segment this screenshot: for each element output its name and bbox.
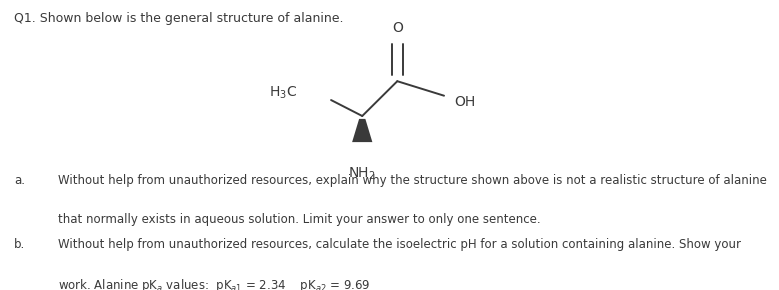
Text: NH$_2$: NH$_2$	[348, 165, 376, 182]
Text: that normally exists in aqueous solution. Limit your answer to only one sentence: that normally exists in aqueous solution…	[58, 213, 541, 226]
Text: work. Alanine pK$_a$ values:  pK$_{a1}$ = 2.34    pK$_{a2}$ = 9.69: work. Alanine pK$_a$ values: pK$_{a1}$ =…	[58, 277, 371, 290]
Text: Without help from unauthorized resources, calculate the isoelectric pH for a sol: Without help from unauthorized resources…	[58, 238, 742, 251]
Text: b.: b.	[14, 238, 25, 251]
Text: a.: a.	[14, 174, 25, 187]
Text: H$_3$C: H$_3$C	[270, 85, 298, 101]
Text: Without help from unauthorized resources, explain why the structure shown above : Without help from unauthorized resources…	[58, 174, 767, 187]
Text: O: O	[392, 21, 403, 35]
Polygon shape	[352, 119, 372, 142]
Text: Q1. Shown below is the general structure of alanine.: Q1. Shown below is the general structure…	[14, 12, 344, 25]
Text: OH: OH	[454, 95, 475, 108]
